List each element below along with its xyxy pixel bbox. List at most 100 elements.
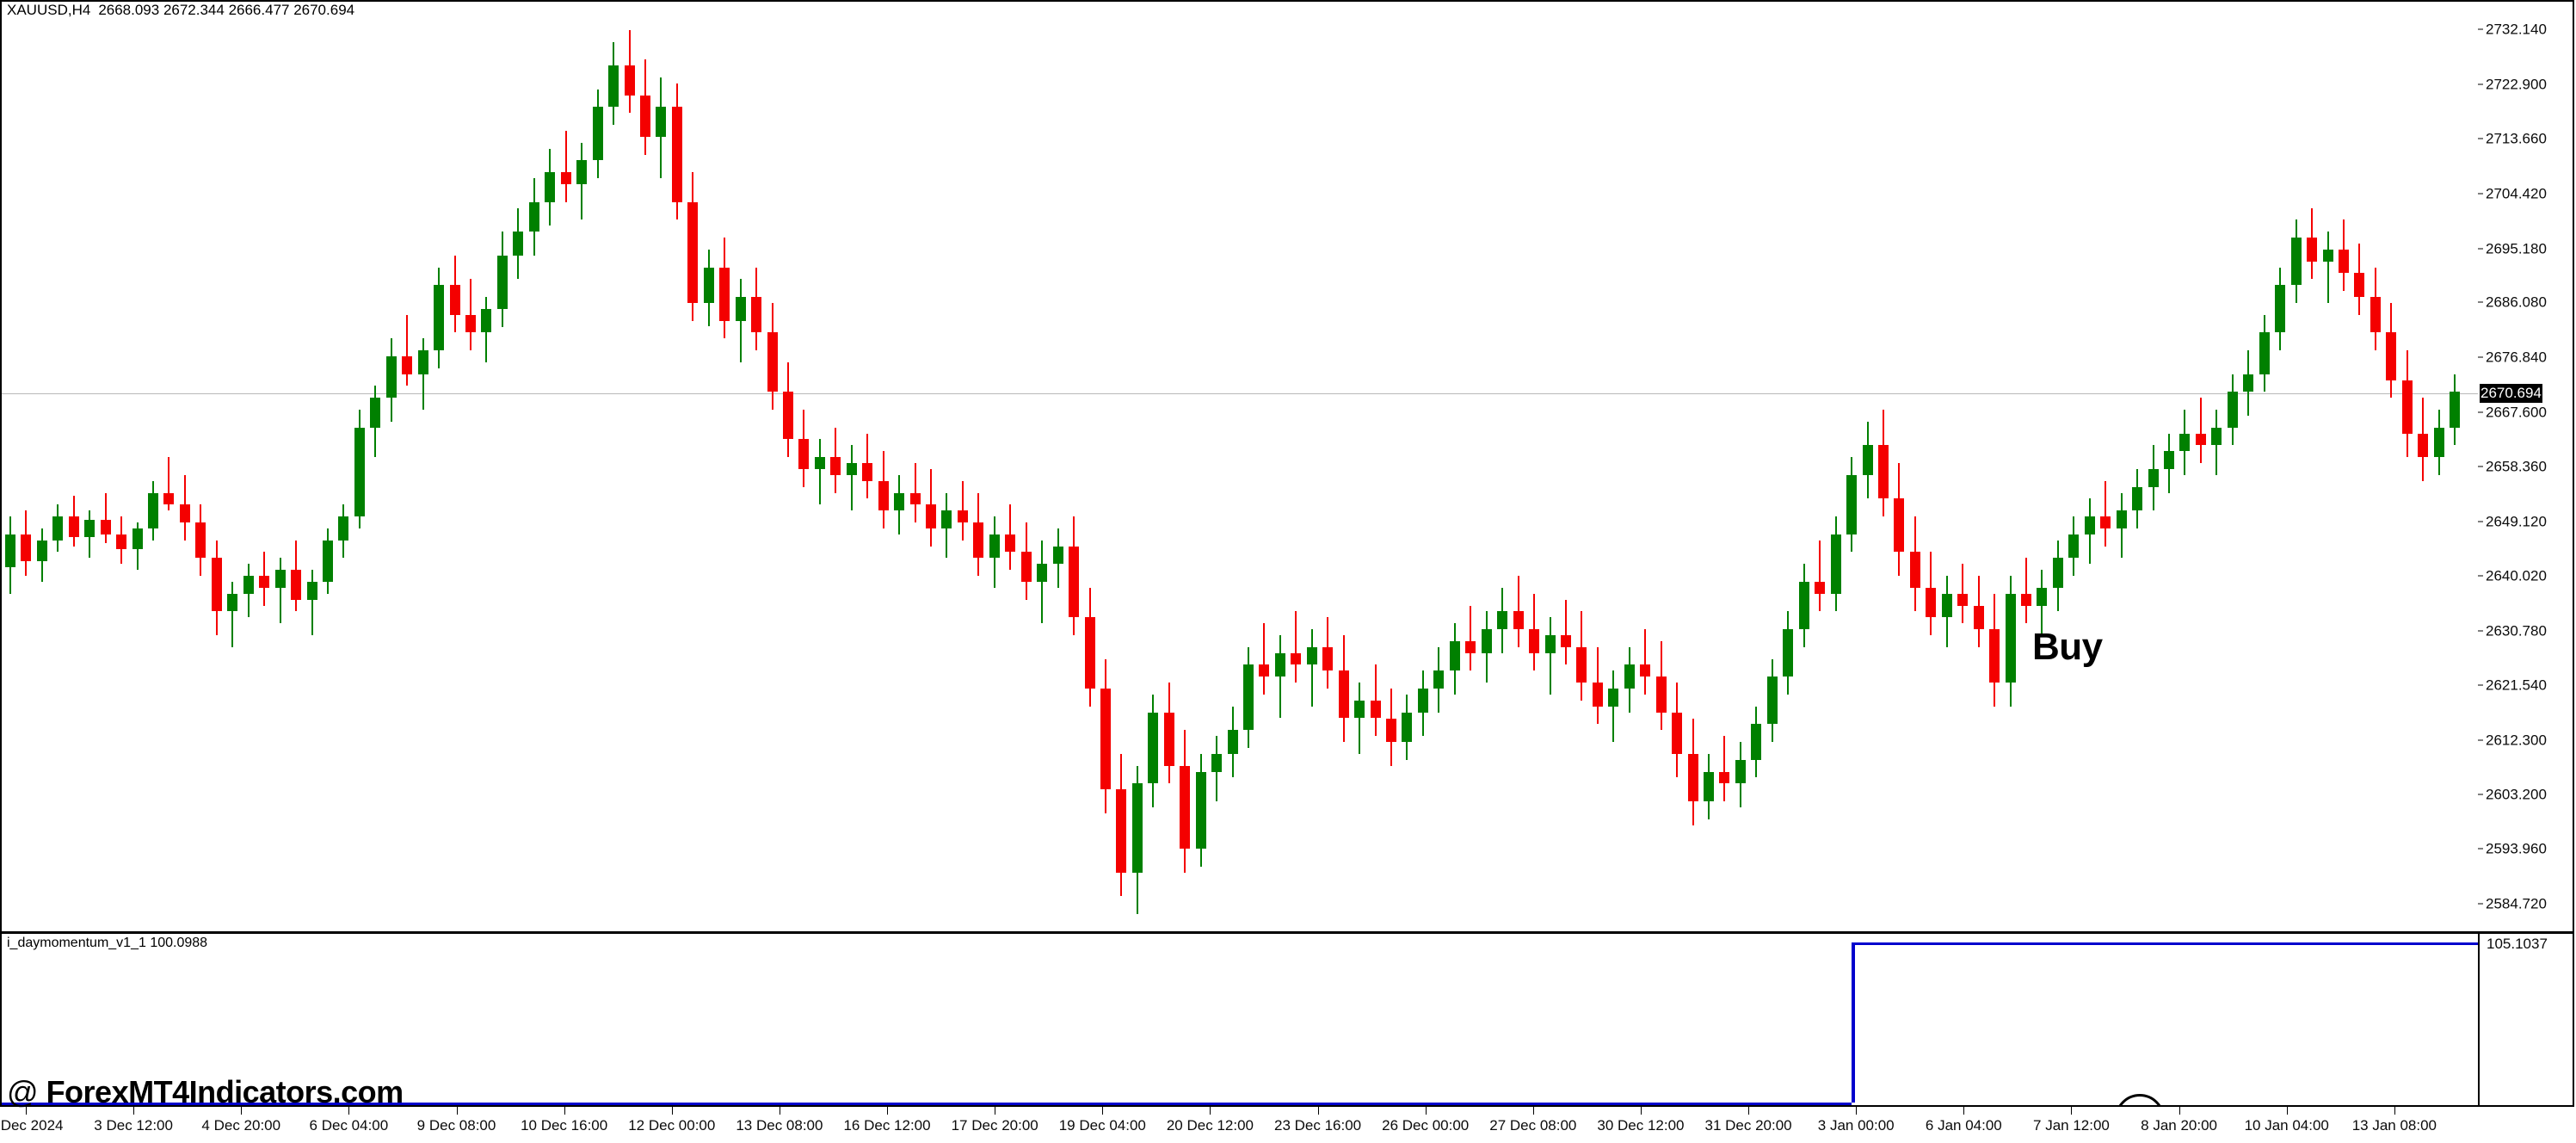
candle-body bbox=[2401, 380, 2413, 434]
time-tick-label: 27 Dec 08:00 bbox=[1489, 1117, 1577, 1134]
candlestick bbox=[973, 2, 984, 931]
candlestick bbox=[1417, 2, 1428, 931]
candle-body bbox=[909, 492, 921, 505]
candlestick bbox=[116, 2, 127, 931]
candlestick bbox=[1354, 2, 1365, 931]
candle-body bbox=[639, 95, 650, 137]
candle-body bbox=[2179, 433, 2191, 452]
candlestick bbox=[1116, 2, 1127, 931]
candle-body bbox=[2433, 427, 2444, 458]
candlestick bbox=[1830, 2, 1841, 931]
price-tick-label: 2649.120 bbox=[2478, 515, 2547, 529]
candle-body bbox=[2290, 238, 2302, 286]
symbol-timeframe-label: XAUUSD,H4 bbox=[7, 2, 91, 18]
candlestick bbox=[2164, 2, 2175, 931]
candlestick bbox=[1449, 2, 1460, 931]
candle-wick bbox=[818, 439, 821, 505]
candlestick bbox=[1877, 2, 1889, 931]
candlestick bbox=[100, 2, 111, 931]
candle-wick bbox=[739, 279, 742, 362]
price-tick-label: 2630.780 bbox=[2478, 623, 2547, 638]
candlestick bbox=[528, 2, 539, 931]
candle-body bbox=[1941, 593, 1952, 618]
candle-body bbox=[195, 522, 206, 559]
price-tick-label: 2713.660 bbox=[2478, 132, 2547, 146]
candlestick bbox=[36, 2, 47, 931]
price-chart-pane[interactable] bbox=[2, 2, 2478, 931]
candle-body bbox=[1163, 712, 1174, 766]
candle-body bbox=[259, 576, 270, 588]
candlestick bbox=[1465, 2, 1476, 931]
candle-body bbox=[1195, 771, 1206, 850]
candlestick bbox=[52, 2, 64, 931]
candle-wick bbox=[1723, 736, 1726, 802]
candle-body bbox=[370, 398, 381, 428]
price-tick-label: 2612.300 bbox=[2478, 733, 2547, 748]
candle-body bbox=[21, 534, 32, 561]
candle-body bbox=[2211, 427, 2222, 446]
candle-body bbox=[1798, 581, 1809, 630]
candlestick bbox=[1766, 2, 1778, 931]
candle-wick bbox=[1310, 629, 1313, 707]
candle-body bbox=[449, 285, 460, 315]
candlestick bbox=[1544, 2, 1556, 931]
candle-body bbox=[2195, 433, 2206, 446]
candle-body bbox=[2307, 238, 2318, 262]
candlestick bbox=[274, 2, 286, 931]
candle-body bbox=[84, 519, 96, 538]
current-price-line bbox=[2, 393, 2478, 395]
candlestick bbox=[1433, 2, 1445, 931]
candle-body bbox=[1704, 771, 1714, 802]
candlestick bbox=[2227, 2, 2238, 931]
candle-body bbox=[1877, 445, 1889, 499]
candlestick bbox=[1338, 2, 1349, 931]
candle-body bbox=[1973, 605, 1984, 630]
candlestick bbox=[1941, 2, 1952, 931]
candlestick bbox=[243, 2, 254, 931]
candlestick bbox=[2084, 2, 2095, 931]
candle-body bbox=[2164, 451, 2175, 469]
candle-body bbox=[148, 492, 159, 528]
candlestick bbox=[163, 2, 175, 931]
candle-body bbox=[1259, 664, 1270, 677]
time-tick-mark bbox=[241, 1107, 243, 1115]
time-tick-mark bbox=[2179, 1107, 2180, 1115]
candlestick bbox=[2307, 2, 2318, 931]
candle-body bbox=[862, 463, 873, 481]
time-axis[interactable]: 2 Dec 2024 3 Dec 12:00 4 Dec 20:00 6 Dec 04… bbox=[0, 1107, 2576, 1143]
candle-body bbox=[656, 107, 667, 137]
indicator-line-segment bbox=[2, 1103, 1852, 1105]
candlestick bbox=[1513, 2, 1524, 931]
candlestick bbox=[227, 2, 238, 931]
candlestick bbox=[1957, 2, 1969, 931]
candlestick bbox=[878, 2, 889, 931]
candlestick bbox=[1719, 2, 1730, 931]
candlestick bbox=[2116, 2, 2127, 931]
price-axis[interactable]: 2732.140 2722.900 2713.660 2704.420 2695.180… bbox=[2478, 2, 2573, 931]
candlestick bbox=[2433, 2, 2444, 931]
price-tick-label: 2621.540 bbox=[2478, 678, 2547, 693]
candle-body bbox=[1909, 552, 1920, 588]
candlestick bbox=[560, 2, 571, 931]
candle-body bbox=[1815, 581, 1826, 594]
price-tick-label: 2584.720 bbox=[2478, 897, 2547, 911]
candle-body bbox=[1687, 753, 1698, 801]
time-tick-mark bbox=[1748, 1107, 1750, 1115]
time-tick-mark bbox=[1102, 1107, 1104, 1115]
candlestick bbox=[1211, 2, 1223, 931]
candlestick bbox=[1687, 2, 1698, 931]
indicator-pane[interactable] bbox=[2, 934, 2478, 1105]
candlestick bbox=[909, 2, 921, 931]
candle-body bbox=[1052, 546, 1063, 565]
candlestick bbox=[2068, 2, 2080, 931]
candle-wick bbox=[1263, 623, 1266, 695]
candlestick bbox=[957, 2, 968, 931]
time-tick-label: 26 Dec 00:00 bbox=[1382, 1117, 1470, 1134]
candle-wick bbox=[1279, 634, 1281, 719]
candlestick bbox=[370, 2, 381, 931]
candlestick bbox=[1163, 2, 1174, 931]
candle-body bbox=[243, 576, 254, 594]
candle-wick bbox=[2105, 480, 2107, 547]
candlestick bbox=[1735, 2, 1746, 931]
candle-body bbox=[1846, 474, 1858, 534]
